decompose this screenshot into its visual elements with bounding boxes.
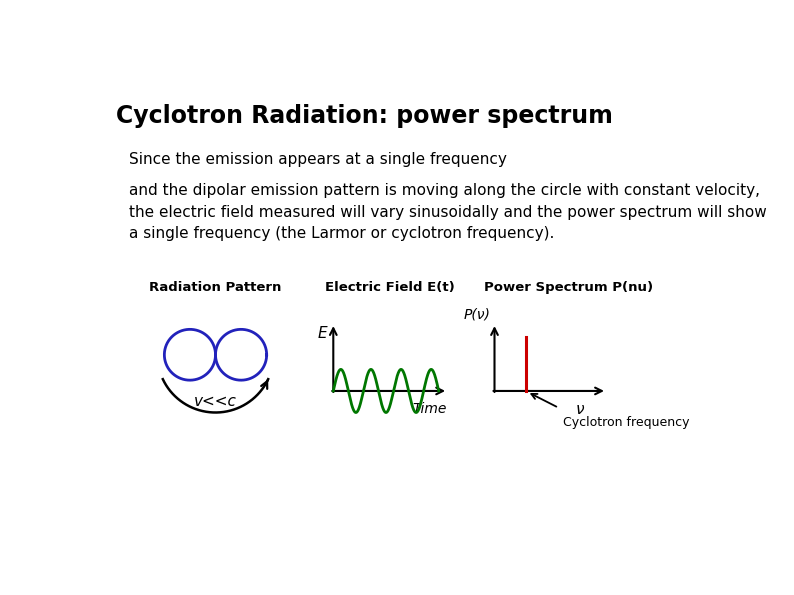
Text: E: E — [318, 326, 327, 342]
Text: Cyclotron frequency: Cyclotron frequency — [563, 415, 689, 428]
Text: P(ν): P(ν) — [464, 308, 491, 322]
Text: ν: ν — [576, 402, 584, 416]
Text: Since the emission appears at a single frequency: Since the emission appears at a single f… — [129, 152, 507, 167]
Text: Time: Time — [412, 402, 446, 416]
Text: and the dipolar emission pattern is moving along the circle with constant veloci: and the dipolar emission pattern is movi… — [129, 183, 766, 241]
Text: Radiation Pattern: Radiation Pattern — [149, 281, 282, 294]
Text: Electric Field E(t): Electric Field E(t) — [325, 281, 455, 294]
Text: Cyclotron Radiation: power spectrum: Cyclotron Radiation: power spectrum — [116, 104, 613, 128]
Text: v<<c: v<<c — [194, 394, 237, 409]
Text: Power Spectrum P(nu): Power Spectrum P(nu) — [484, 281, 653, 294]
